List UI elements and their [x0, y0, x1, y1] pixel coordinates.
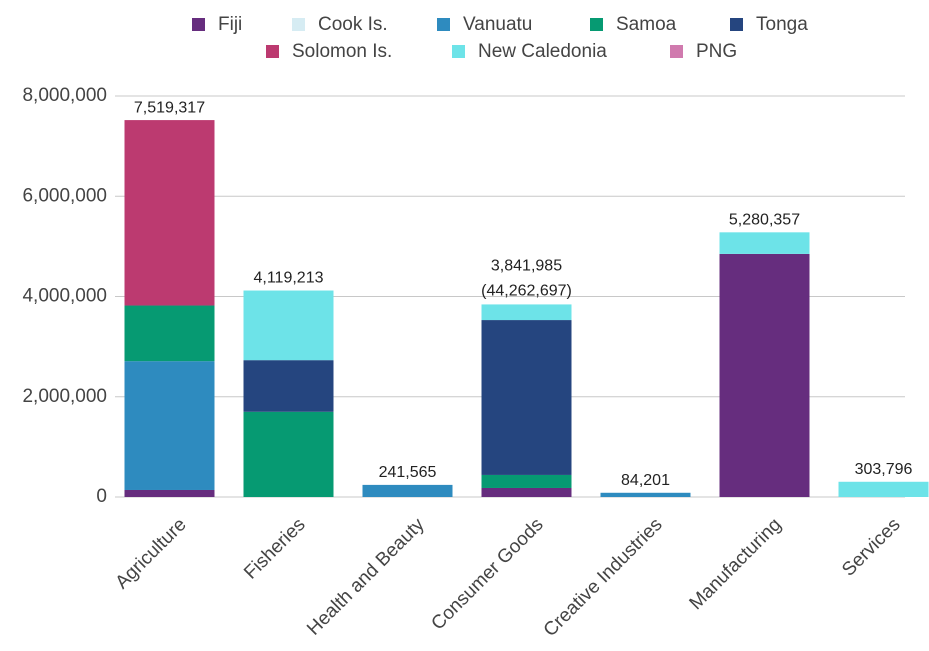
- x-tick-label: Consumer Goods: [427, 514, 547, 634]
- legend-swatch: [437, 18, 450, 31]
- legend-swatch: [266, 45, 279, 58]
- legend-label: New Caledonia: [478, 41, 607, 62]
- bar-segment: [481, 320, 572, 475]
- legend-label: Vanuatu: [463, 14, 532, 35]
- bar-segment: [362, 484, 453, 497]
- total-label: 5,280,357: [729, 212, 800, 229]
- bar-segment: [719, 232, 810, 254]
- bar-segment: [243, 360, 334, 412]
- legend-swatch: [192, 18, 205, 31]
- legend-swatch: [452, 45, 465, 58]
- legend-label: Cook Is.: [318, 14, 388, 35]
- total-label: 7,519,317: [134, 99, 205, 116]
- x-tick-label: Health and Beauty: [303, 514, 429, 640]
- legend-label: PNG: [696, 41, 737, 62]
- bar-segment: [481, 474, 572, 488]
- legend-label: Solomon Is.: [292, 41, 392, 62]
- total-label: 4,119,213: [254, 270, 324, 287]
- total-label: 241,565: [379, 464, 437, 481]
- total-label: 84,201: [621, 472, 670, 489]
- y-tick-label: 2,000,000: [22, 386, 107, 407]
- bar-segment: [481, 304, 572, 321]
- y-tick-label: 4,000,000: [22, 286, 107, 307]
- bar-segment: [481, 487, 572, 497]
- legend-swatch: [730, 18, 743, 31]
- bar-segment: [124, 361, 215, 490]
- x-tick-label: Agriculture: [112, 514, 191, 593]
- legend-swatch: [292, 18, 305, 31]
- bar-segment: [719, 253, 810, 497]
- x-tick-label: Creative Industries: [540, 514, 667, 641]
- y-tick-label: 6,000,000: [22, 185, 107, 206]
- total-label: 303,796: [855, 461, 913, 478]
- x-tick-label: Fisheries: [240, 514, 309, 583]
- legend-swatch: [670, 45, 683, 58]
- total-label: 3,841,985: [491, 258, 562, 275]
- bar-segment: [838, 481, 929, 497]
- legend-label: Fiji: [218, 14, 242, 35]
- bar-segment: [243, 411, 334, 497]
- legend-label: Samoa: [616, 14, 677, 35]
- legend-label: Tonga: [756, 14, 808, 35]
- bar-segment: [600, 492, 691, 497]
- bar-segment: [124, 120, 215, 306]
- bar-segment: [124, 305, 215, 362]
- annotation: (44,262,697): [481, 283, 572, 300]
- y-tick-label: 8,000,000: [22, 85, 107, 106]
- legend-swatch: [590, 18, 603, 31]
- x-tick-label: Services: [838, 514, 904, 580]
- y-tick-label: 0: [96, 486, 107, 507]
- x-tick-label: Manufacturing: [686, 514, 786, 614]
- bar-segment: [124, 489, 215, 497]
- bar-segment: [243, 290, 334, 361]
